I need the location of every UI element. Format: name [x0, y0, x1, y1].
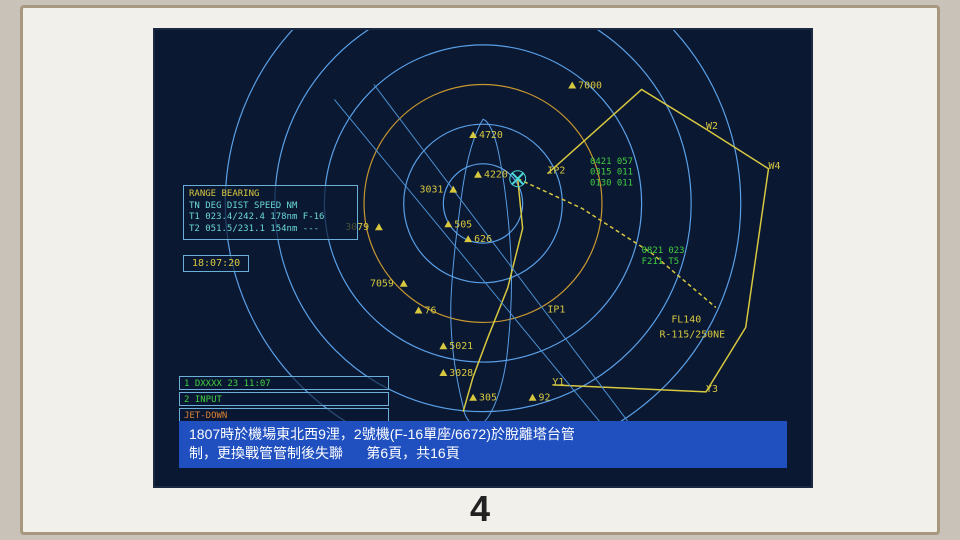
svg-text:4220: 4220 — [484, 170, 508, 181]
caption-page: 第6頁，共16頁 — [366, 445, 459, 461]
target-76: 76 — [415, 306, 437, 317]
svg-text:626: 626 — [474, 234, 492, 245]
range-box-row-1: T1 023.4/242.4 178nm F-16 — [189, 212, 352, 224]
range-box-row-2: T2 051.5/231.1 154nm --- — [189, 224, 352, 236]
range-ring-3 — [364, 85, 602, 323]
target-505: 505 — [444, 219, 472, 230]
track-label-2: F211 T5 — [642, 257, 680, 267]
status-row-1: 1 DXXXX 23 11:07 — [179, 376, 389, 390]
svg-text:3031: 3031 — [420, 185, 444, 196]
range-box-title: RANGE BEARING — [189, 189, 352, 201]
waypoint-y3: Y3 — [706, 384, 718, 395]
target-92: 92 — [529, 393, 551, 404]
brg-label-1: 0421 057 — [590, 157, 633, 167]
target-4220: 4220 — [474, 170, 508, 181]
waypoint-w2: W2 — [706, 121, 718, 132]
svg-text:5021: 5021 — [449, 341, 473, 352]
target-3031: 3031 — [420, 185, 458, 196]
radar-display: 7000 4720 4220 3031 505 626 3079 7059 76… — [153, 28, 813, 488]
status-row-2: 2 INPUT — [179, 392, 389, 406]
waypoint-w4: W4 — [768, 161, 780, 172]
target-626: 626 — [464, 234, 492, 245]
target-5021: 5021 — [439, 341, 473, 352]
svg-text:7059: 7059 — [370, 279, 394, 290]
board-number: 4 — [470, 488, 490, 530]
fl-label-2: R-115/250NE — [659, 329, 725, 340]
svg-text:76: 76 — [425, 306, 437, 317]
caption-line-2: 制，更換戰管管制後失聯 — [189, 445, 343, 461]
status-panel: 1 DXXXX 23 11:07 2 INPUT JET-DOWN — [179, 376, 389, 424]
target-7000: 7000 — [568, 80, 602, 91]
target-7059: 7059 — [370, 279, 408, 290]
range-box-header: TN DEG DIST SPEED NM — [189, 201, 352, 213]
caption-bar: 1807時於機場東北西9浬，2號機(F-16單座/6672)於脫離塔台管 制，更… — [179, 421, 787, 468]
track-label-1: 0821 023 — [642, 246, 685, 256]
waypoint-y1: Y1 — [552, 377, 564, 388]
range-ring-4 — [324, 45, 641, 362]
brg-label-2: 0315 011 — [590, 168, 633, 178]
svg-text:505: 505 — [454, 219, 472, 230]
coastline — [451, 119, 512, 425]
waypoint-ip1: IP1 — [547, 305, 565, 316]
range-ring-2 — [404, 124, 563, 283]
fl-label-1: FL140 — [671, 314, 701, 325]
time-display: 18:07:20 — [183, 255, 249, 272]
svg-text:3028: 3028 — [449, 368, 473, 379]
svg-text:305: 305 — [479, 393, 497, 404]
target-3028: 3028 — [439, 368, 473, 379]
brg-label-3: 0130 011 — [590, 179, 633, 189]
caption-line-1: 1807時於機場東北西9浬，2號機(F-16單座/6672)於脫離塔台管 — [189, 426, 575, 442]
svg-text:7000: 7000 — [578, 80, 602, 91]
whiteboard-frame: 7000 4720 4220 3031 505 626 3079 7059 76… — [20, 5, 940, 535]
range-bearing-box: RANGE BEARING TN DEG DIST SPEED NM T1 02… — [183, 185, 358, 240]
svg-text:92: 92 — [539, 393, 551, 404]
waypoint-ip2: IP2 — [547, 166, 565, 177]
svg-text:4720: 4720 — [479, 130, 503, 141]
target-305: 305 — [469, 393, 497, 404]
